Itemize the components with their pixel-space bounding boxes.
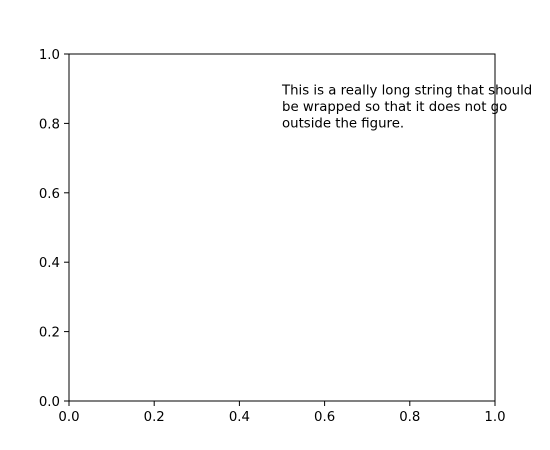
annotation-line: be wrapped so that it does not go: [282, 100, 507, 115]
x-tick-label: 0.4: [229, 410, 250, 425]
y-axis: 0.0 0.2 0.4 0.6 0.8 1.0: [39, 48, 69, 410]
x-tick-label: 0.2: [144, 410, 165, 425]
y-tick-label: 0.4: [39, 256, 60, 271]
annotation-text: This is a really long string that should…: [281, 84, 532, 132]
y-tick-label: 1.0: [39, 48, 60, 63]
x-tick-label: 1.0: [484, 410, 505, 425]
x-tick-label: 0.0: [58, 410, 79, 425]
x-axis: 0.0 0.2 0.4 0.6 0.8 1.0: [58, 401, 506, 425]
annotation-line: outside the figure.: [282, 117, 404, 132]
y-tick-label: 0.2: [39, 326, 60, 341]
y-tick-label: 0.8: [39, 117, 60, 132]
axes-frame: [68, 53, 496, 402]
x-tick-label: 0.6: [314, 410, 335, 425]
annotation-line: This is a really long string that should: [281, 84, 532, 99]
y-tick-label: 0.6: [39, 187, 60, 202]
y-tick-label: 0.0: [39, 395, 60, 410]
x-tick-label: 0.8: [399, 410, 420, 425]
